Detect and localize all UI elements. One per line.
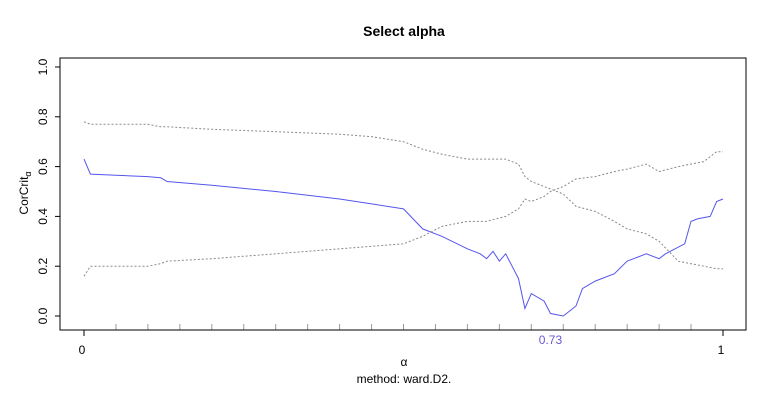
plot-frame xyxy=(59,57,747,331)
y-tick-label: 0.0 xyxy=(36,307,50,324)
y-axis-label-main: CorCrit xyxy=(17,176,31,215)
y-tick-label: 0.2 xyxy=(36,258,50,275)
selected-alpha-label: 0.73 xyxy=(539,333,563,347)
y-tick-label: 0.6 xyxy=(36,158,50,175)
y-axis-label: CorCritα xyxy=(17,171,33,214)
series-line-lower xyxy=(83,151,723,277)
y-tick-label: 0.4 xyxy=(36,208,50,225)
plot-area: 0.0 0.2 0.4 0.6 0.8 1.0 0 1 0.73 xyxy=(36,58,725,357)
x-tick-label: 0 xyxy=(79,343,86,357)
y-tick-label: 1.0 xyxy=(36,58,50,75)
chart-title: Select alpha xyxy=(363,23,445,39)
series-line-upper xyxy=(83,121,723,270)
method-caption: method: ward.D2. xyxy=(357,372,452,386)
y-axis-label-sub: α xyxy=(23,171,33,176)
x-tick-label: 1 xyxy=(718,343,725,357)
x-axis-label: α xyxy=(401,355,408,369)
y-tick-label: 0.8 xyxy=(36,108,50,125)
series-line-main xyxy=(83,158,724,317)
